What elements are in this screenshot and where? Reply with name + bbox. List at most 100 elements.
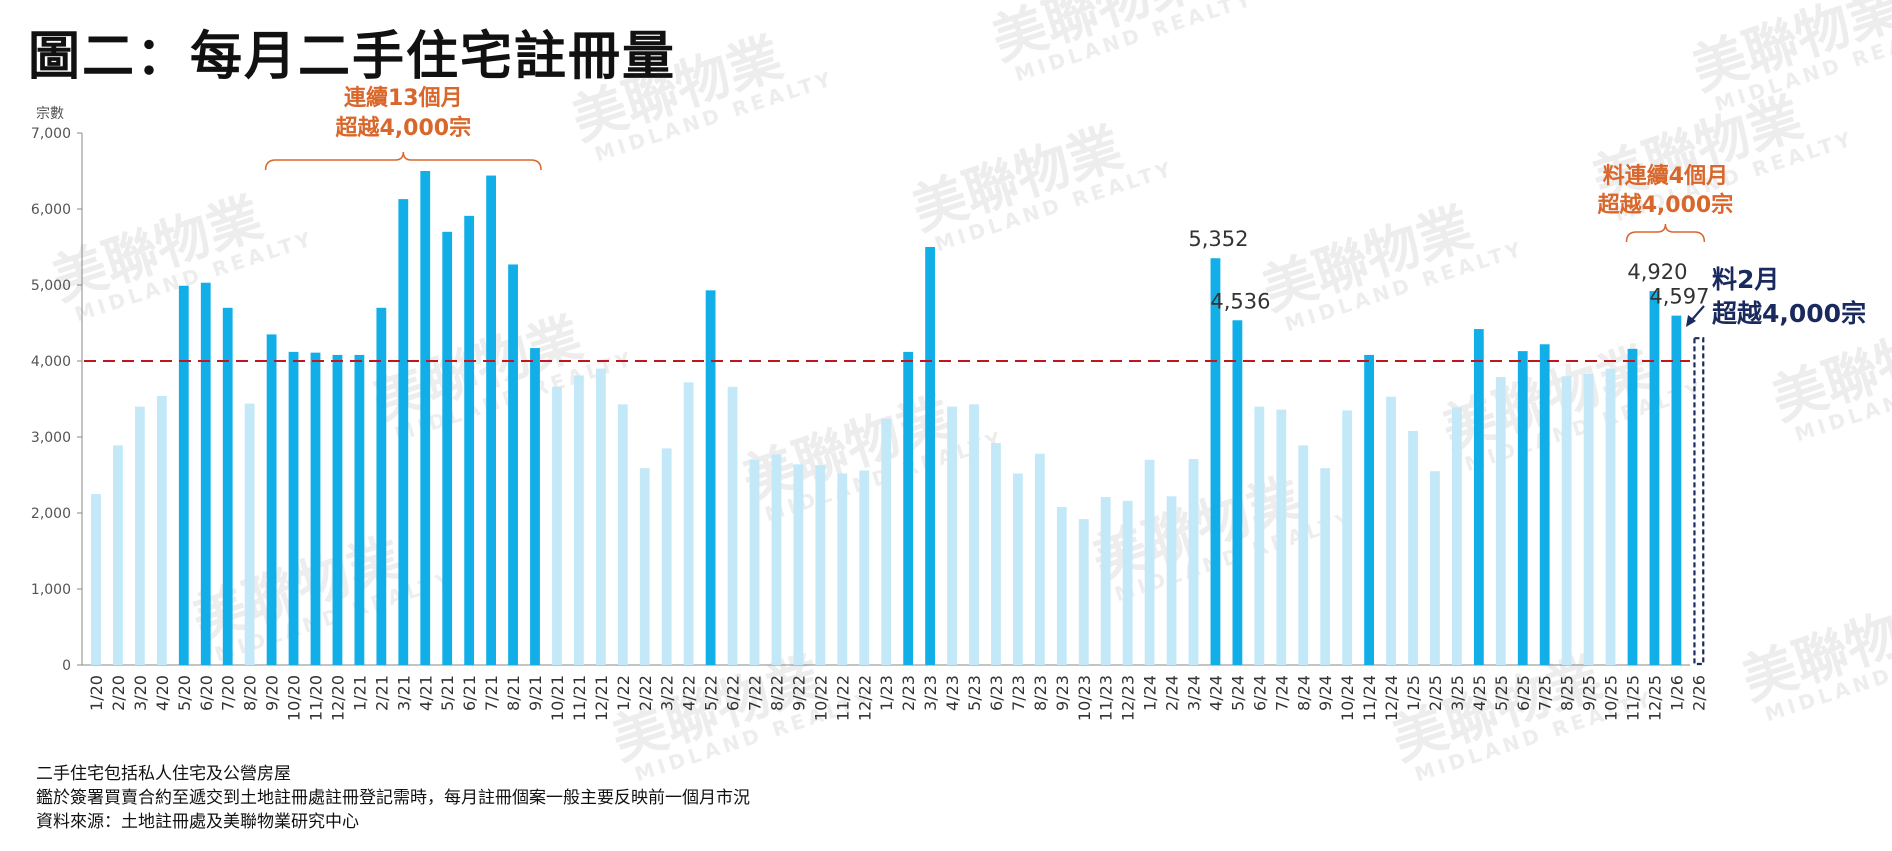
bar [1430,471,1440,665]
bar [442,231,453,666]
x-tick-label: 5/20 [175,675,194,711]
x-tick-label: 8/23 [1031,675,1050,711]
forecast-note: 超越4,000宗 [1712,299,1866,328]
x-tick-label: 1/26 [1667,675,1686,711]
bar [749,459,760,665]
x-tick-label: 1/21 [350,675,369,711]
bar [266,334,277,665]
bar [420,171,431,665]
bar [1320,468,1331,665]
data-label: 4,597 [1649,285,1709,309]
y-tick-label: 7,000 [31,126,71,142]
bar [156,395,167,665]
x-tick-label: 5/21 [438,675,457,711]
bar [1649,291,1660,665]
x-tick-label: 4/23 [943,675,962,711]
x-tick-label: 9/25 [1580,675,1599,711]
bar [574,375,584,665]
y-axis-label: 宗數 [36,106,64,122]
x-tick-label: 10/20 [285,675,304,721]
x-tick-label: 10/21 [548,675,567,721]
x-tick-label: 3/23 [921,675,940,711]
footnote: 二手住宅包括私人住宅及公營房屋 [36,764,291,784]
x-tick-label: 8/25 [1558,675,1577,711]
x-tick-label: 5/24 [1228,675,1247,711]
bar [1671,315,1682,665]
x-tick-label: 1/25 [1404,675,1423,711]
x-tick-label: 3/20 [131,675,150,711]
x-tick-label: 12/20 [328,675,347,721]
x-tick-label: 12/21 [592,675,611,721]
x-tick-label: 4/22 [680,675,699,711]
bar [1254,406,1265,665]
bar [113,445,123,665]
bar [1166,496,1177,665]
bar [552,386,562,665]
bar [1386,396,1396,665]
x-tick-label: 3/25 [1448,675,1467,711]
x-tick-label: 9/22 [789,675,808,711]
footnote: 鑑於簽署買賣合約至遞交到土地註冊處註冊登記需時，每月註冊個案一般主要反映前一個月… [36,788,750,808]
x-tick-label: 5/25 [1492,675,1511,711]
bar [244,403,255,665]
x-tick-label: 11/22 [833,675,852,721]
x-tick-label: 3/21 [394,675,413,711]
x-tick-label: 12/23 [1119,675,1138,721]
x-tick-label: 12/24 [1382,675,1401,721]
forecast-note: 料2月 [1712,265,1779,294]
bar [200,282,211,665]
x-tick-label: 2/25 [1426,675,1445,711]
x-tick-label: 2/24 [1163,675,1182,711]
bar [1298,445,1309,665]
annotation-brace [264,151,542,171]
x-tick-label: 6/20 [197,675,216,711]
bar [661,448,672,665]
bars [84,171,1705,666]
bar [1342,410,1353,665]
x-tick-label: 6/24 [1250,675,1269,711]
x-tick-label: 6/22 [724,675,743,711]
bar [969,404,979,665]
bar [91,494,101,665]
footnote: 資料來源：土地註冊處及美聯物業研究中心 [36,812,359,832]
x-tick-label: 10/24 [1338,675,1357,721]
annotation-brace [1625,223,1706,243]
bar [1122,500,1133,665]
annotation-text: 超越4,000宗 [1598,192,1734,218]
bar [837,473,848,665]
x-tick-label: 5/22 [702,675,721,711]
bar [1210,258,1221,665]
x-tick-label: 1/24 [1141,675,1160,711]
bar [1034,453,1045,665]
bar [398,199,409,665]
x-tick-label: 10/23 [1075,675,1094,721]
x-tick-label: 9/21 [526,675,545,711]
x-axis: 1/20 2/20 3/20 4/20 5/20 6/20 7/20 8/20 9/20 10/2… [87,675,1708,721]
x-tick-label: 8/22 [767,675,786,711]
bar [771,454,782,665]
x-tick-label: 4/20 [153,675,172,711]
x-tick-label: 8/21 [504,675,523,711]
bar [1364,354,1374,665]
bar [1188,459,1199,665]
x-tick-label: 5/23 [965,675,984,711]
bar [727,386,738,665]
bar [1056,506,1067,665]
x-tick-label: 6/23 [987,675,1006,711]
bar [903,351,914,665]
x-tick-label: 1/22 [614,675,633,711]
x-tick-label: 8/20 [241,675,260,711]
x-tick-label: 6/25 [1514,675,1533,711]
bar [1100,497,1111,665]
y-tick-label: 6,000 [31,202,71,218]
x-tick-label: 2/26 [1689,675,1708,711]
data-label: 4,920 [1627,260,1687,284]
bar [1605,368,1616,665]
forecast-arrowhead [1686,315,1696,327]
bar [1517,351,1528,665]
bar [1013,473,1023,665]
bar [859,470,870,665]
bar [595,368,606,665]
